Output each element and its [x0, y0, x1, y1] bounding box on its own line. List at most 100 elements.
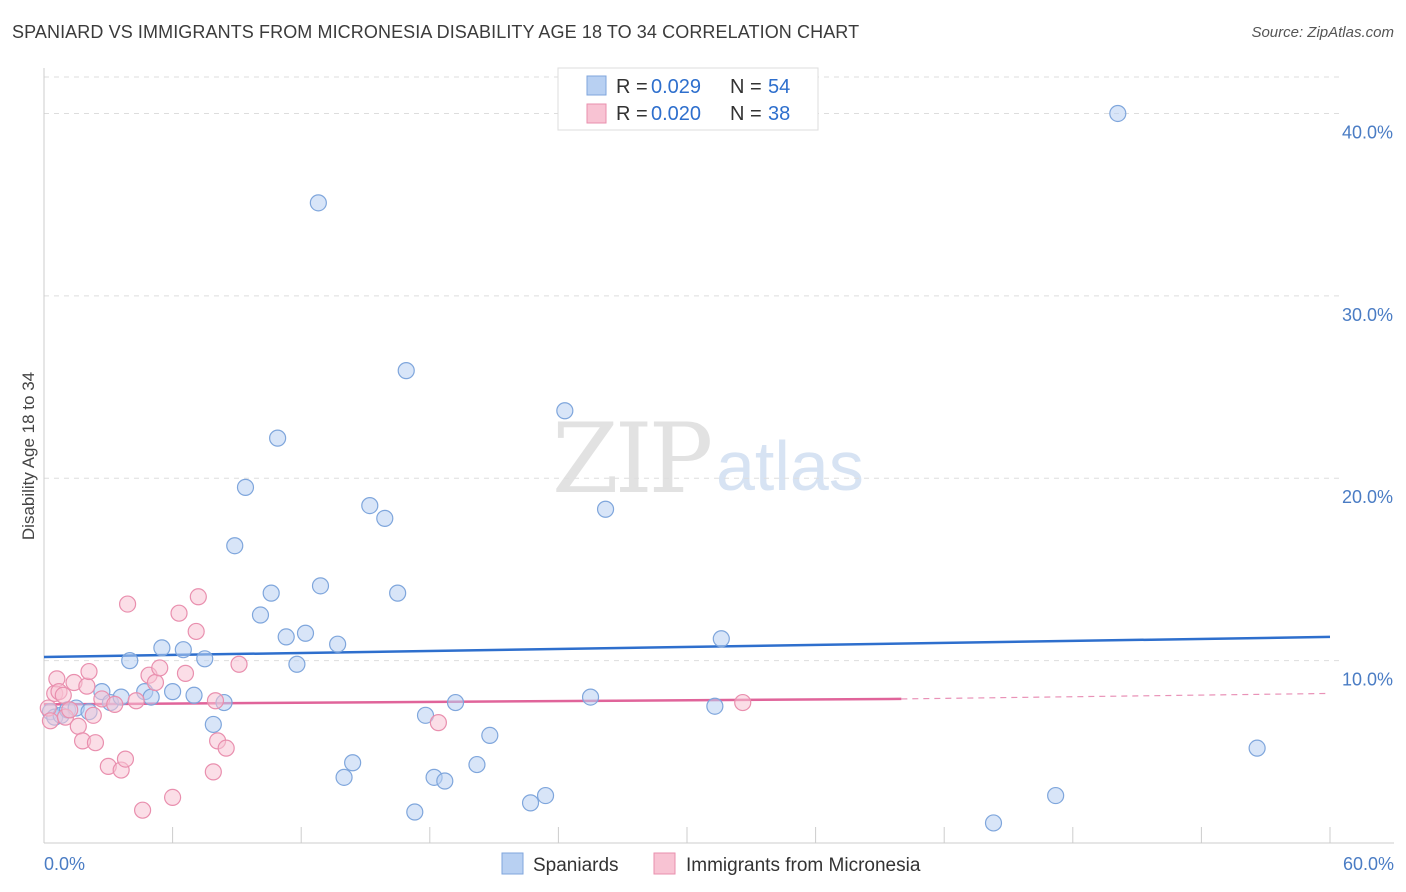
data-point-micronesia [106, 695, 124, 713]
grid-layer [44, 76, 1340, 662]
data-point-spaniards [288, 655, 306, 673]
data-point-spaniards [521, 794, 540, 812]
legend-r-label-micronesia: R = [616, 103, 648, 125]
trend-line-micronesia [43, 697, 902, 706]
data-point-micronesia [204, 763, 222, 781]
chart-source: Source: ZipAtlas.com [1251, 24, 1394, 41]
data-point-spaniards [556, 402, 574, 420]
legend-r-label-spaniards: R = [616, 76, 648, 98]
data-point-micronesia [189, 588, 207, 606]
data-point-spaniards [706, 697, 724, 715]
series-legend-swatch-micronesia [653, 852, 676, 875]
data-point-spaniards [389, 584, 407, 602]
data-point-micronesia [84, 706, 102, 724]
x-tick-label-min: 0.0% [44, 854, 85, 874]
legend-n-value-micronesia: 38 [768, 103, 790, 125]
series-legend-label-spaniards: Spaniards [533, 855, 619, 876]
data-point-spaniards [481, 726, 499, 744]
y-tick-label: 10.0% [1342, 670, 1393, 690]
legend-n-label-spaniards: N = [730, 76, 762, 98]
data-point-spaniards [196, 650, 214, 668]
data-point-spaniards [269, 429, 287, 447]
legend-swatch-spaniards [586, 75, 607, 96]
watermark-zip: ZIP [552, 403, 711, 515]
data-point-micronesia [429, 714, 447, 732]
data-point-micronesia [41, 712, 60, 730]
legend-n-value-spaniards: 54 [768, 76, 790, 98]
data-point-micronesia [734, 693, 752, 712]
trend-line-micronesia-extension [901, 692, 1331, 700]
data-point-spaniards [329, 635, 347, 653]
data-point-spaniards [164, 683, 182, 701]
data-point-micronesia [133, 801, 152, 819]
y-tick-label: 40.0% [1342, 122, 1393, 142]
data-point-micronesia [86, 734, 105, 752]
data-point-spaniards [406, 803, 424, 821]
data-point-spaniards [416, 706, 435, 724]
legend-r-value-micronesia: 0.020 [651, 103, 701, 125]
legend-swatch-micronesia [586, 103, 607, 124]
data-point-spaniards [712, 630, 730, 648]
data-point-micronesia [151, 659, 169, 677]
data-point-micronesia [217, 739, 235, 757]
data-point-micronesia [146, 673, 165, 692]
data-point-spaniards [251, 606, 270, 624]
data-point-spaniards [1109, 104, 1127, 123]
point-layer [39, 104, 1266, 832]
data-point-micronesia [54, 686, 72, 704]
data-point-spaniards [142, 688, 160, 706]
data-point-spaniards [1047, 786, 1065, 805]
data-point-spaniards [581, 688, 600, 706]
data-point-micronesia [206, 692, 225, 710]
series-legend-swatch-spaniards [501, 852, 524, 875]
data-point-micronesia [80, 662, 98, 681]
trend-line-spaniards [43, 635, 1331, 659]
data-point-spaniards [185, 686, 203, 704]
trend-layer [43, 635, 1331, 706]
data-point-micronesia [176, 664, 195, 682]
data-point-spaniards [436, 772, 454, 790]
data-point-spaniards [468, 755, 486, 774]
data-point-micronesia [170, 604, 188, 622]
data-point-spaniards [311, 577, 330, 595]
data-point-spaniards [984, 814, 1003, 832]
x-tick-label-max: 60.0% [1343, 854, 1394, 874]
data-point-micronesia [78, 677, 96, 695]
data-point-micronesia [118, 595, 137, 613]
data-point-spaniards [376, 509, 394, 527]
data-point-spaniards [174, 641, 192, 659]
data-point-micronesia [164, 788, 182, 807]
watermark-atlas: atlas [716, 427, 864, 505]
data-point-spaniards [262, 584, 280, 602]
data-point-spaniards [309, 194, 327, 212]
data-point-micronesia [187, 622, 205, 641]
data-point-micronesia [69, 717, 87, 735]
legend-n-label-micronesia: N = [730, 103, 762, 125]
data-point-spaniards [361, 496, 379, 515]
chart-title: SPANIARD VS IMMIGRANTS FROM MICRONESIA D… [12, 22, 860, 42]
data-point-spaniards [226, 537, 244, 555]
data-point-spaniards [446, 693, 465, 712]
data-point-spaniards [277, 628, 295, 646]
data-point-spaniards [596, 500, 615, 518]
y-axis-label: Disability Age 18 to 34 [19, 372, 38, 540]
legend-r-value-spaniards: 0.029 [651, 76, 701, 98]
data-point-spaniards [397, 362, 415, 380]
data-point-spaniards [335, 768, 353, 786]
y-tick-label: 30.0% [1342, 305, 1393, 325]
data-point-spaniards [344, 754, 362, 772]
series-legend: Spaniards Immigrants from Micronesia [501, 852, 921, 876]
data-point-micronesia [116, 750, 135, 768]
watermark: ZIP atlas [552, 403, 864, 515]
data-point-spaniards [121, 652, 139, 670]
correlation-legend: R = 0.029 N = 54 R = 0.020 N = 38 [557, 67, 819, 131]
series-legend-label-micronesia: Immigrants from Micronesia [686, 855, 921, 876]
y-tick-label: 20.0% [1342, 487, 1393, 507]
data-point-micronesia [61, 701, 79, 719]
data-point-spaniards [204, 715, 222, 734]
data-point-micronesia [230, 655, 248, 673]
data-point-spaniards [153, 639, 171, 657]
data-point-micronesia [127, 692, 145, 710]
data-point-spaniards [296, 624, 315, 642]
